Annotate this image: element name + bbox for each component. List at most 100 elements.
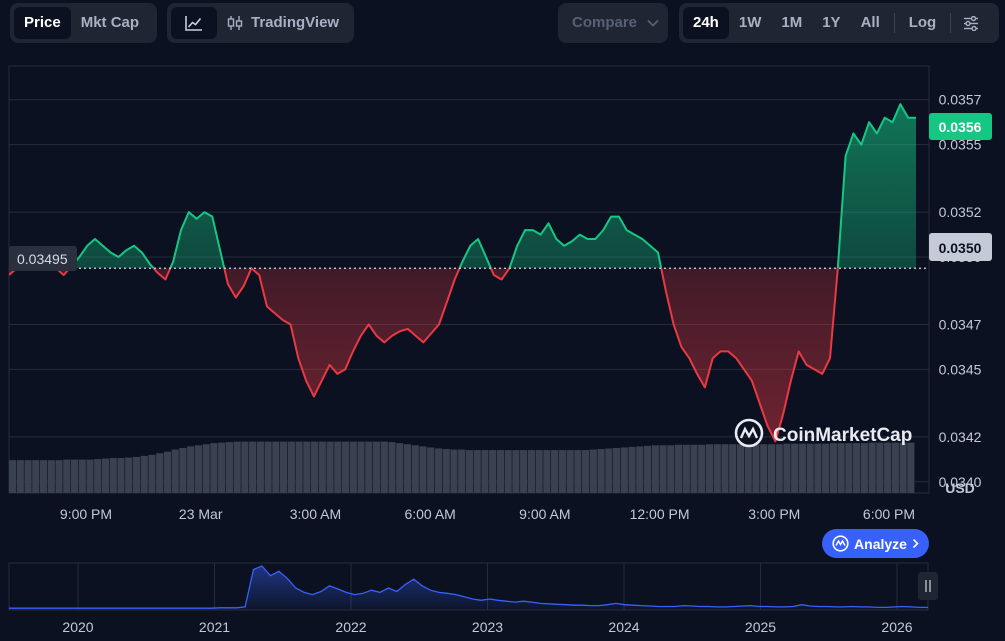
volume-bar (16, 460, 24, 493)
volume-bar (884, 442, 892, 493)
range-1y[interactable]: 1Y (822, 14, 841, 31)
volume-bar (179, 447, 187, 493)
volume-bar (837, 443, 845, 493)
volume-bar (318, 441, 326, 493)
pause-handle-icon (925, 580, 931, 592)
volume-bar (558, 450, 566, 493)
volume-bar (845, 443, 853, 493)
watermark-text: CoinMarketCap (773, 425, 912, 446)
price-line (9, 103, 916, 443)
volume-bar (334, 441, 342, 493)
volume-bar (589, 449, 597, 493)
volume-bar (535, 450, 543, 493)
compare-dropdown[interactable]: Compare (558, 3, 668, 43)
volume-bar (721, 444, 729, 493)
navigator-year-label: 2022 (335, 619, 366, 635)
volume-bar (620, 447, 628, 493)
timeline-navigator[interactable] (8, 562, 929, 611)
tab-market-cap[interactable]: Mkt Cap (80, 14, 140, 31)
volume-bar (458, 449, 466, 493)
volume-bar (256, 441, 264, 493)
navigator-year-label: 2021 (199, 619, 230, 635)
volume-bar (326, 441, 334, 493)
volume-bar (527, 450, 535, 493)
volume-bar (450, 449, 458, 493)
navigator-area (9, 566, 928, 610)
range-24h[interactable]: 24h (683, 7, 729, 39)
reference-price-label: 0.03495 (17, 251, 68, 267)
volume-bar (760, 444, 768, 493)
volume-bar (729, 444, 737, 493)
volume-bar (218, 442, 226, 493)
volume-bar (512, 450, 520, 493)
volume-bar (582, 450, 590, 493)
volume-bar (311, 441, 319, 493)
volume-bar (303, 441, 311, 493)
volume-bar (388, 442, 396, 493)
navigator-year-label: 2024 (608, 619, 639, 635)
volume-bar (287, 441, 295, 493)
log-scale-toggle[interactable]: Log (908, 14, 937, 31)
navigator-handle[interactable] (918, 572, 938, 600)
price-area (9, 104, 916, 442)
volume-bar (24, 460, 32, 493)
line-chart-button[interactable] (171, 7, 217, 39)
tradingview-button[interactable]: TradingView (217, 7, 349, 39)
y-axis-unit: USD (945, 480, 975, 496)
x-tick-label: 3:00 PM (748, 506, 800, 522)
volume-bar (736, 444, 745, 493)
coinmarketcap-logo-icon (734, 418, 764, 448)
analyze-button[interactable]: Analyze (822, 529, 929, 558)
volume-bar (698, 444, 706, 493)
volume-bar (396, 443, 404, 493)
y-tick-label: 0.0347 (939, 316, 982, 332)
volume-bar (659, 445, 667, 493)
y-tick-label: 0.0352 (939, 204, 982, 220)
chart-settings-button[interactable] (955, 7, 987, 39)
volume-bar (349, 441, 357, 493)
x-tick-label: 6:00 AM (404, 506, 455, 522)
x-axis-ticks: 9:00 PM 23 Mar 3:00 AM 6:00 AM 9:00 AM 12:00 … (60, 506, 915, 522)
volume-bar (713, 444, 721, 493)
volume-bar (94, 459, 102, 493)
volume-bar (489, 450, 497, 493)
price-type-toggle: Price Mkt Cap (10, 3, 157, 43)
volume-bar (798, 443, 806, 493)
navigator-year-label: 2026 (881, 619, 912, 635)
compare-label: Compare (562, 7, 669, 39)
range-1m[interactable]: 1M (781, 14, 803, 31)
coinmarketcap-watermark: CoinMarketCap (734, 418, 912, 448)
volume-bar (187, 446, 195, 493)
reference-price-badge: 0.03495 (9, 246, 77, 271)
range-1w[interactable]: 1W (738, 14, 762, 31)
candlestick-icon (227, 16, 243, 30)
volume-bar (643, 445, 652, 493)
volume-bar (78, 459, 86, 493)
volume-bar (295, 441, 303, 493)
range-all[interactable]: All (860, 14, 880, 31)
navigator-year-label: 2023 (472, 619, 503, 635)
volume-bar (876, 442, 884, 493)
volume-bar (705, 444, 714, 493)
volume-bar (442, 449, 450, 493)
volume-bar (551, 450, 559, 493)
volume-bar (194, 445, 202, 493)
volume-bar (233, 441, 241, 493)
volume-bar (55, 460, 63, 493)
volume-bar (132, 456, 141, 493)
volume-bar (264, 441, 272, 493)
volume-bar (868, 442, 876, 493)
x-tick-label: 23 Mar (179, 506, 223, 522)
chevron-right-icon (912, 538, 919, 549)
volume-bar (156, 453, 164, 493)
volume-bar (148, 454, 156, 493)
navigator-year-ticks: 2020 2021 2022 2023 2024 2025 2026 (62, 619, 912, 635)
analyze-label: Analyze (854, 535, 907, 552)
tab-price[interactable]: Price (14, 7, 71, 39)
volume-bar (403, 444, 412, 493)
volume-bar (280, 441, 288, 493)
volume-bar (63, 459, 71, 493)
x-tick-label: 3:00 AM (290, 506, 341, 522)
volume-bar (225, 442, 233, 493)
